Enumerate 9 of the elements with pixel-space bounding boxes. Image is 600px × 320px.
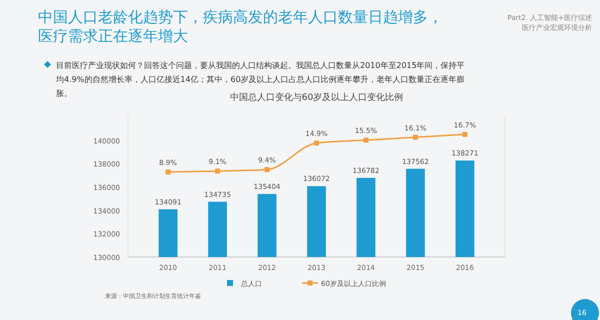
point (314, 140, 319, 146)
chart-title: 中国人口老龄化趋势下，疾病高发的老年人口数量日趋增多，医疗需求正在逐年增大 (38, 8, 443, 45)
point (215, 168, 220, 174)
chart-subtitle: 中国总人口变化与60岁及以上人口变化比例 (230, 92, 404, 103)
point (412, 134, 418, 140)
point (166, 170, 171, 175)
point (363, 138, 368, 143)
point (264, 167, 270, 172)
point (462, 132, 468, 137)
